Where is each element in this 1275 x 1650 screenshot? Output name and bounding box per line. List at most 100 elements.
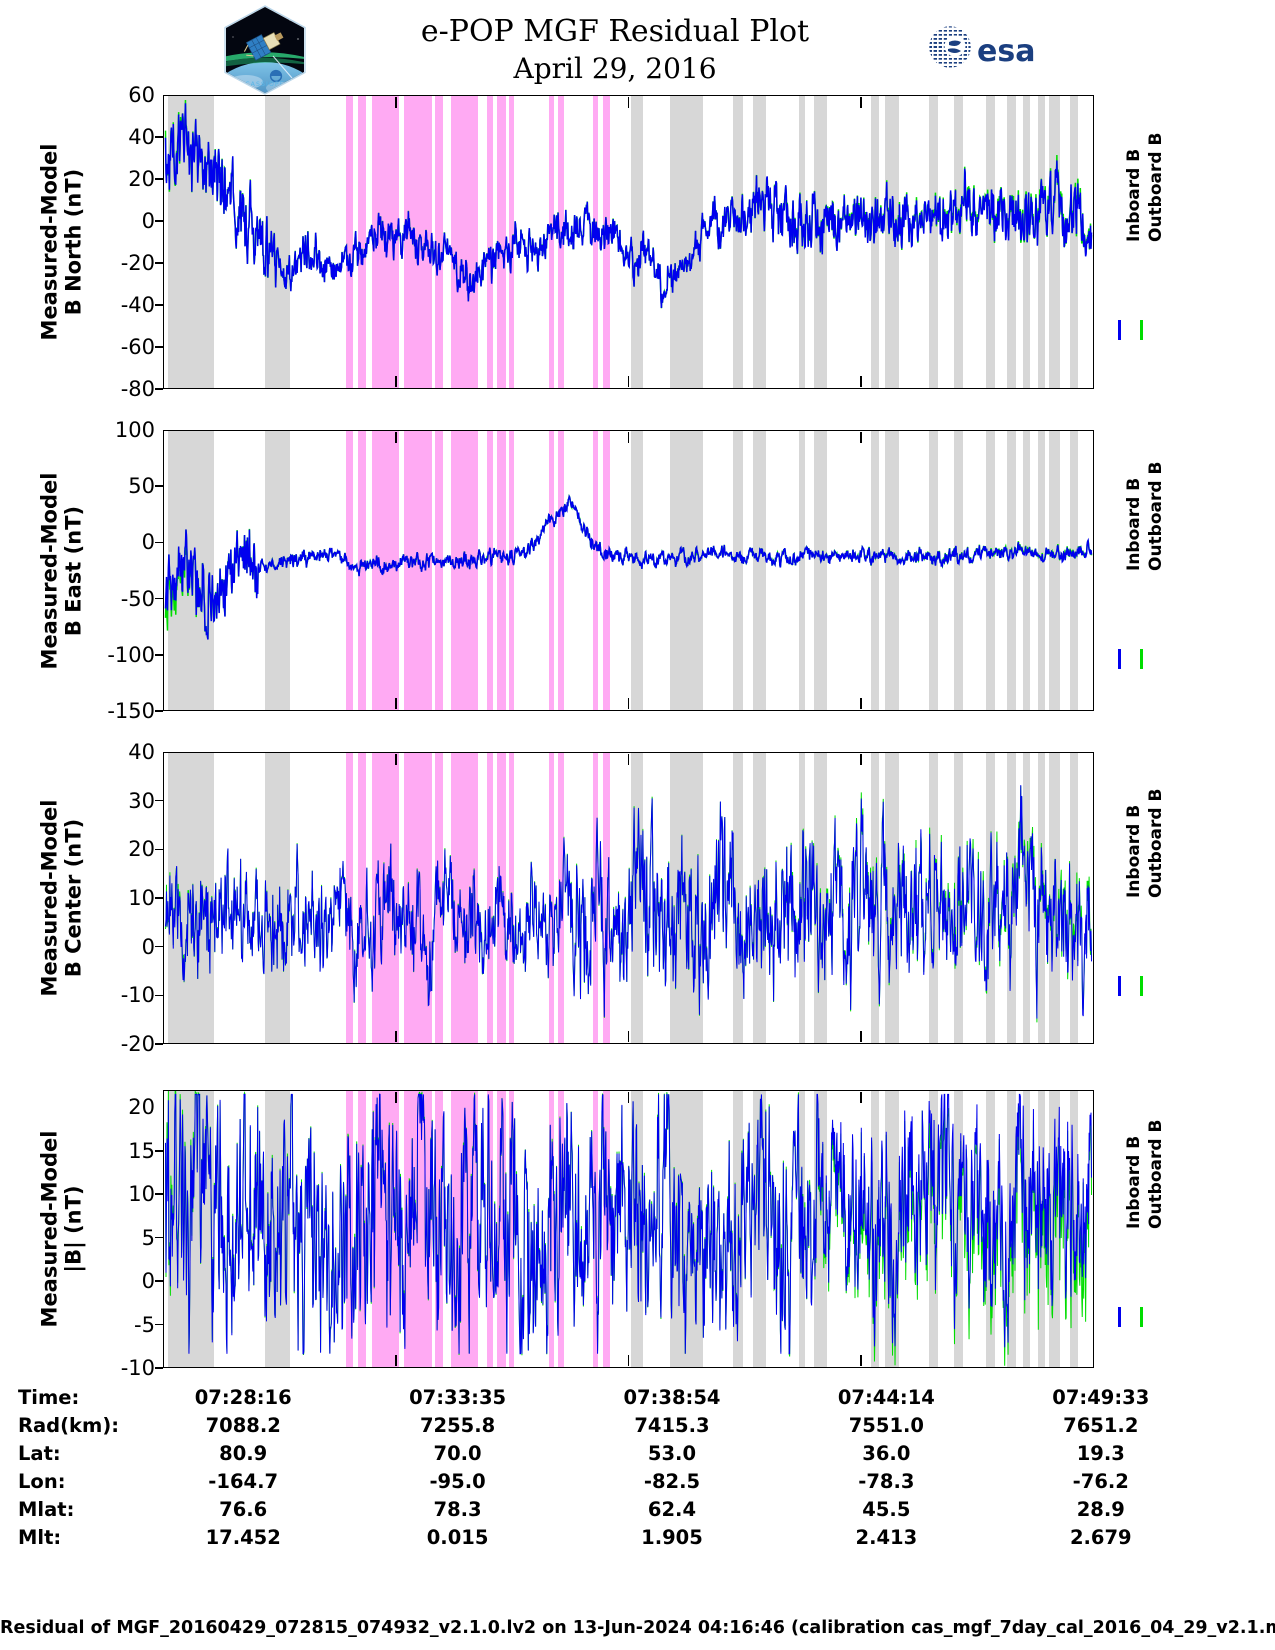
table-cell: 80.9	[219, 1442, 268, 1465]
footer-caption: Residual of MGF_20160429_072815_074932_v…	[0, 1618, 1275, 1638]
series-inboard-b	[164, 1093, 1093, 1355]
band-gray	[1006, 431, 1016, 710]
band-gray	[1049, 96, 1061, 388]
y-tick-mark	[155, 220, 163, 222]
y-tick-mark	[155, 346, 163, 348]
table-cell: 07:33:35	[409, 1386, 507, 1409]
table-cell: 28.9	[1076, 1498, 1125, 1521]
band-pink	[487, 96, 493, 388]
band-gray	[986, 96, 995, 388]
plot-area-b-north[interactable]	[163, 95, 1094, 389]
table-row: Lat: 80.9 70.0 53.0 36.0 19.3	[18, 1442, 1208, 1470]
band-gray	[870, 431, 880, 710]
y-axis-label-line1: Measured-Model	[37, 1130, 62, 1328]
title-block: e-POP MGF Residual Plot April 29, 2016	[330, 12, 900, 87]
x-tick-mark-top	[394, 753, 397, 765]
legend-b-east: Inboard B Outboard B	[1108, 430, 1198, 711]
legend-swatch-inboard	[1118, 976, 1121, 996]
x-tick-mark-bottom	[627, 698, 630, 710]
band-gray	[265, 753, 291, 1043]
x-tick-mark-bottom	[627, 1355, 630, 1367]
y-tick-mark	[155, 1193, 163, 1196]
x-tick-mark-bottom	[394, 1031, 397, 1043]
y-tick-mark	[155, 485, 163, 487]
band-gray	[870, 96, 880, 388]
x-tick-mark-bottom	[627, 1031, 630, 1043]
y-tick-label: 50	[128, 474, 155, 499]
esa-logo-icon: esa	[925, 22, 1045, 72]
band-gray	[953, 753, 963, 1043]
table-cell: 53.0	[647, 1442, 697, 1465]
x-tick-mark-bottom	[627, 376, 630, 388]
table-row-label: Mlt:	[18, 1526, 62, 1549]
legend-b-center: Inboard B Outboard B	[1108, 752, 1198, 1044]
series-outboard-b	[164, 100, 1093, 309]
plot-area-b-magnitude[interactable]	[163, 1090, 1094, 1368]
table-cell: 76.6	[219, 1498, 268, 1521]
table-row: Rad(km): 7088.2 7255.8 7415.3 7551.0 7651.2	[18, 1414, 1208, 1442]
legend-label-inboard: Inboard B	[1124, 804, 1144, 898]
y-tick-mark	[155, 136, 163, 138]
legend-label-outboard: Outboard B	[1146, 1119, 1166, 1229]
band-gray	[631, 96, 644, 388]
band-pink	[496, 1091, 506, 1367]
esa-wordmark: esa	[977, 34, 1035, 69]
y-tick-mark	[155, 388, 163, 390]
table-cell: 07:28:16	[194, 1386, 292, 1409]
y-tick-label: 60	[128, 83, 155, 107]
y-tick-label: 5	[141, 1225, 155, 1250]
table-cell: 7255.8	[419, 1414, 496, 1437]
table-cell: 2.679	[1069, 1526, 1132, 1549]
band-gray	[953, 96, 963, 388]
table-cell: 62.4	[647, 1498, 697, 1521]
band-pink	[487, 753, 493, 1043]
band-pink	[496, 96, 506, 388]
patch-wordmark: CASSIOPE	[245, 81, 285, 88]
y-tick-mark	[155, 799, 163, 802]
band-gray	[953, 431, 963, 710]
y-tick-label: 40	[128, 740, 155, 764]
y-axis-label-line2: |B| (nT)	[61, 1185, 85, 1273]
band-pink	[593, 431, 598, 710]
band-pink	[508, 1091, 515, 1367]
y-axis-label-line2: B East (nT)	[61, 505, 85, 636]
table-cell: -95.0	[429, 1470, 486, 1493]
legend-label-inboard: Inboard B	[1124, 148, 1144, 242]
band-gray	[928, 96, 938, 388]
band-pink	[358, 431, 366, 710]
y-tick-mark	[155, 848, 163, 851]
band-gray	[752, 96, 766, 388]
band-gray	[1038, 753, 1045, 1043]
trace-svg-b-east	[164, 494, 1093, 640]
plot-area-b-center[interactable]	[163, 752, 1094, 1044]
table-row: Time: 07:28:16 07:33:35 07:38:54 07:44:14 07:…	[18, 1386, 1208, 1414]
legend-b-magnitude: Inboard B Outboard B	[1108, 1090, 1198, 1368]
band-pink	[548, 431, 555, 710]
x-tick-mark-top	[860, 753, 863, 765]
band-gray	[1038, 96, 1045, 388]
table-row-label: Lat:	[18, 1442, 61, 1465]
y-tick-label: 20	[128, 1095, 155, 1120]
band-pink	[508, 96, 515, 388]
band-gray	[733, 96, 743, 388]
y-axis-label-line2: B North (nT)	[61, 168, 85, 316]
band-gray	[733, 431, 743, 710]
x-tick-mark-top	[394, 96, 397, 108]
y-tick-mark	[155, 710, 163, 712]
x-tick-mark-top	[860, 431, 863, 443]
table-cell: 7415.3	[634, 1414, 710, 1437]
band-pink	[346, 1091, 353, 1367]
y-tick-label: -60	[120, 335, 155, 359]
x-tick-mark-top	[627, 1091, 630, 1103]
x-tick-mark-top	[627, 96, 630, 108]
page-subtitle-date: April 29, 2016	[513, 52, 717, 85]
band-gray	[953, 1091, 963, 1367]
band-pink	[372, 431, 400, 710]
band-pink	[358, 1091, 366, 1367]
band-pink	[508, 431, 515, 710]
table-cell: 7088.2	[205, 1414, 281, 1437]
table-row-label: Mlat:	[18, 1498, 75, 1521]
plot-area-b-east[interactable]	[163, 430, 1094, 711]
y-tick-label: 10	[128, 1182, 155, 1207]
x-tick-mark-top	[394, 431, 397, 443]
